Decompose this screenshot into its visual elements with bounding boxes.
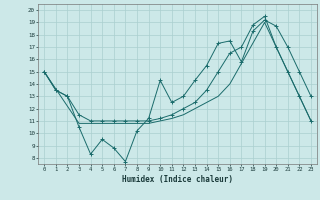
X-axis label: Humidex (Indice chaleur): Humidex (Indice chaleur) [122, 175, 233, 184]
